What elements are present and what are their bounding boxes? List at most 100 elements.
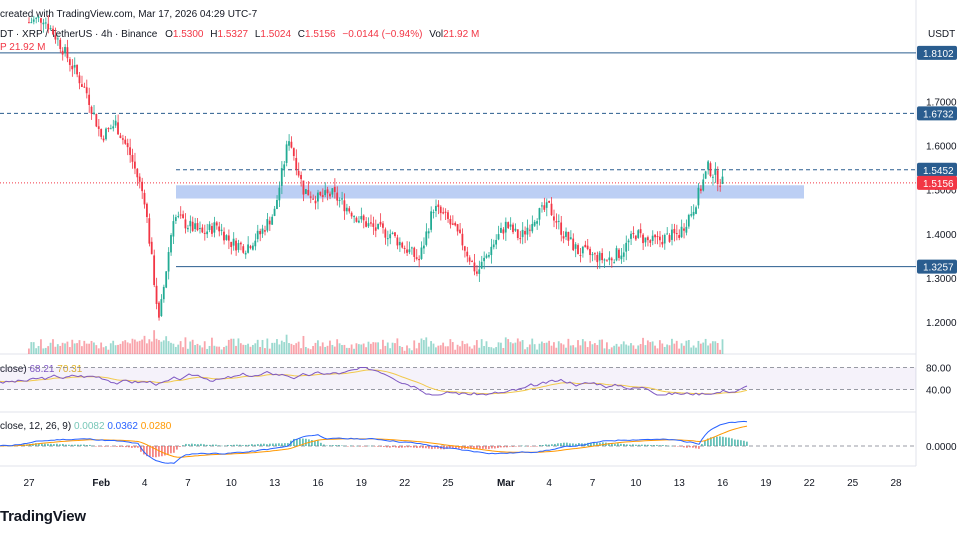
price-level-label: 1.3257 [923,263,954,274]
candle-body [658,236,661,241]
macd-hist-bar [572,443,574,446]
volume-bar [117,344,119,354]
volume-bar [213,345,216,354]
volume-bar [663,346,666,354]
macd-hist-bar [563,442,565,446]
macd-hist-bar [89,444,91,446]
macd-hist-bar [131,446,133,448]
candle-body [719,185,721,187]
candle-body [268,220,271,225]
candle-body [333,186,336,192]
x-axis-tick-label: 19 [356,478,368,489]
macd-hist-bar [71,444,73,446]
macd-hist-bar [536,446,538,447]
macd-hist-bar [647,444,649,446]
volume-bar [425,337,428,354]
candle-body [102,138,105,141]
rsi-legend: close) 68.21 70.31 [0,364,82,375]
candle-body [239,242,242,245]
candle-body [396,237,399,246]
candle-body [95,113,98,127]
macd-hist-bar [398,446,400,448]
candle-body [353,216,355,218]
candle-body [314,200,317,204]
macd-hist-bar [278,443,280,446]
volume-bar [324,346,327,354]
candle-body [160,299,163,317]
volume-bar [102,347,105,354]
x-axis-tick-label: 7 [590,478,596,489]
macd-hist-bar [539,444,541,446]
volume-bar [483,346,485,354]
macd-hist-bar [182,445,184,446]
macd-label: close, 12, 26, 9) [0,421,72,432]
candle-body [596,254,599,263]
macd-hist-bar [47,443,49,446]
macd-hist-bar [74,444,76,446]
x-axis-tick-label: 28 [890,478,902,489]
macd-hist-bar [155,446,157,458]
candle-body [68,59,71,65]
candle-body [545,202,548,208]
macd-hist-bar [299,438,301,446]
candle-body [121,138,124,140]
volume-bar [146,343,148,354]
candle-body [697,187,700,206]
volume-bar [716,343,719,354]
volume-bar [304,346,307,354]
volume-bar [288,343,290,354]
x-axis-tick-label: 25 [442,478,454,489]
candle-body [112,126,115,129]
candle-body [165,271,168,288]
volume-bar [225,345,228,354]
volume-bar [211,337,213,354]
candle-body [509,224,512,227]
macd-hist-bar [245,444,247,446]
macd-hist-bar [173,446,175,453]
macd-hist-bar [674,446,676,447]
volume-bar [495,347,498,354]
candle-body [495,239,498,245]
macd-hist-bar [353,446,355,447]
volume-bar [418,342,420,354]
volume-bar [500,342,502,354]
volume-bar [531,338,534,354]
volume-bar [536,349,538,354]
macd-hist-bar [485,446,487,450]
volume-bar [528,344,531,354]
macd-hist-bar [122,446,124,447]
candle-body [678,235,681,238]
macd-hist-bar [293,438,295,446]
candle-body [630,233,632,239]
macd-hist-bar [167,446,169,455]
volume-bar [649,342,652,354]
symbol-name[interactable]: XRP / TetherUS · 4h · Binance [22,29,158,40]
macd-hist-bar [620,443,622,446]
candle-body [348,208,351,212]
volume-bar [550,345,553,354]
candle-body [167,252,170,272]
y-axis-tick-label: 1.4000 [926,230,957,241]
macd-hist-bar [152,446,154,458]
macd-hist-bar [206,444,208,446]
macd-hist-bar [107,446,109,447]
macd-hist-bar [161,446,163,457]
volume-bar [589,341,591,354]
candle-body [372,223,375,227]
candle-body [307,189,310,196]
candle-body [88,94,91,105]
candle-body [189,220,192,227]
candle-body [280,168,283,186]
volume-bar [435,347,437,354]
candle-body [427,231,430,234]
macd-hist-bar [359,446,361,447]
candle-body [581,246,584,254]
candle-body [225,235,228,240]
candle-body [562,236,565,239]
candle-body [557,220,560,222]
candle-body [133,161,136,169]
volume-bar [471,348,473,354]
candle-body [415,257,418,259]
candle-body [220,229,223,231]
